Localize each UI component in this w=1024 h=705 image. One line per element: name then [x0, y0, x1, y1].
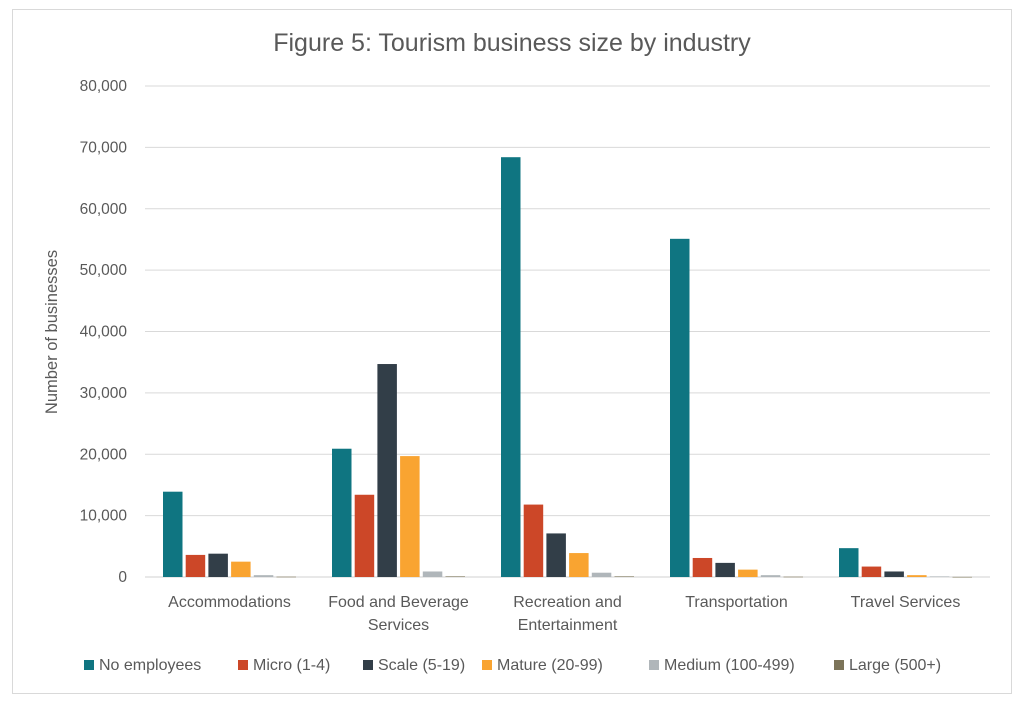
- bar: [332, 448, 352, 577]
- y-tick-label: 40,000: [80, 324, 128, 341]
- legend-item: No employees: [84, 657, 201, 674]
- y-tick-label: 10,000: [80, 508, 128, 525]
- bar: [400, 456, 420, 577]
- legend-item: Scale (5-19): [363, 657, 465, 674]
- gridlines: [145, 85, 990, 578]
- bar: [163, 491, 183, 577]
- legend-swatch: [482, 660, 492, 670]
- x-category-label: Transportation: [685, 594, 788, 611]
- bar: [715, 562, 735, 577]
- legend-swatch: [363, 660, 373, 670]
- legend-swatch: [238, 660, 248, 670]
- bar: [569, 553, 589, 577]
- x-category-label-line: Food and Beverage: [328, 594, 469, 611]
- bar: [861, 566, 882, 577]
- bar: [692, 557, 713, 577]
- bar: [614, 576, 634, 577]
- x-category-label-line: Transportation: [685, 594, 788, 611]
- y-axis-ticks: 0 10,000 20,000 30,000 40,000 50,000 60,000 70,…: [80, 78, 128, 586]
- y-tick-label: 60,000: [80, 201, 128, 218]
- x-category-label: Food and Beverage Services: [328, 594, 469, 634]
- legend-item: Medium (100-499): [649, 657, 795, 674]
- x-category-label: Travel Services: [851, 594, 961, 611]
- y-tick-label: 0: [118, 569, 127, 586]
- bar: [907, 575, 927, 577]
- legend-swatch: [84, 660, 94, 670]
- y-tick-label: 30,000: [80, 385, 128, 402]
- legend-item: Micro (1-4): [238, 657, 330, 674]
- x-category-label-line: Recreation and: [513, 594, 622, 611]
- bar: [185, 554, 206, 577]
- bar: [501, 157, 521, 577]
- bar: [884, 571, 904, 577]
- bar: [783, 576, 803, 578]
- bar: [546, 533, 566, 577]
- y-tick-label: 70,000: [80, 139, 128, 156]
- bar: [952, 576, 972, 578]
- legend-swatch: [649, 660, 659, 670]
- y-tick-label: 80,000: [80, 78, 128, 95]
- bar: [445, 576, 465, 577]
- bar: [377, 364, 397, 577]
- legend-label: No employees: [99, 657, 201, 674]
- x-category-label-line: Entertainment: [518, 617, 618, 634]
- bar: [591, 572, 612, 577]
- bar: [760, 575, 781, 577]
- legend: No employees Micro (1-4) Scale (5-19) Matur…: [84, 657, 941, 674]
- legend-item: Mature (20-99): [482, 657, 603, 674]
- y-tick-label: 50,000: [80, 262, 128, 279]
- bar: [738, 569, 758, 577]
- x-category-label: Accommodations: [168, 594, 291, 611]
- bar: [422, 571, 443, 577]
- x-category-label: Recreation and Entertainment: [513, 594, 622, 634]
- bar: [276, 576, 296, 578]
- bar: [231, 561, 251, 577]
- legend-label: Scale (5-19): [378, 657, 465, 674]
- x-category-label-line: Services: [368, 617, 429, 634]
- y-tick-label: 20,000: [80, 446, 128, 463]
- legend-item: Large (500+): [834, 657, 941, 674]
- legend-label: Large (500+): [849, 657, 941, 674]
- bar: [670, 238, 690, 578]
- bars: [163, 157, 972, 578]
- x-category-label-line: Travel Services: [851, 594, 961, 611]
- bar: [929, 576, 950, 577]
- bar: [523, 504, 544, 577]
- legend-label: Mature (20-99): [497, 657, 603, 674]
- bar: [208, 553, 228, 577]
- x-axis-categories: Accommodations Food and Beverage Services R…: [168, 594, 960, 634]
- bar: [253, 575, 274, 577]
- legend-label: Medium (100-499): [664, 657, 795, 674]
- chart-title: Figure 5: Tourism business size by indus…: [273, 29, 751, 57]
- x-category-label-line: Accommodations: [168, 594, 291, 611]
- legend-swatch: [834, 660, 844, 670]
- bar: [354, 494, 375, 577]
- y-axis-label: Number of businesses: [43, 250, 61, 414]
- legend-label: Micro (1-4): [253, 657, 330, 674]
- bar: [839, 548, 859, 577]
